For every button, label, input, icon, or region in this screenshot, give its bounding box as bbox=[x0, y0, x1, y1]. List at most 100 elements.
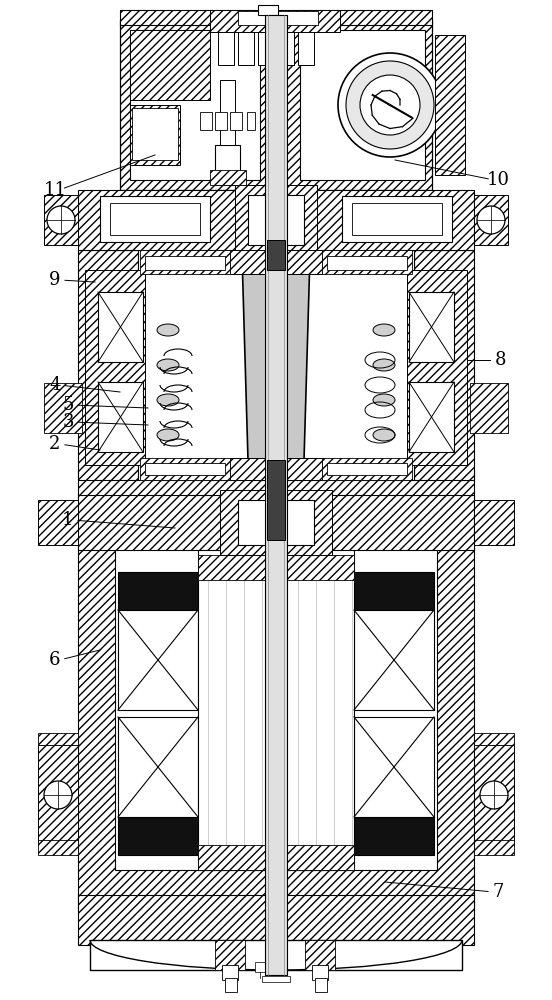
Bar bbox=[312, 965, 328, 980]
Bar bbox=[470, 383, 508, 433]
Bar bbox=[354, 717, 434, 817]
Bar bbox=[132, 108, 178, 160]
Bar bbox=[409, 382, 454, 452]
Bar bbox=[98, 382, 143, 452]
Text: 9: 9 bbox=[49, 271, 61, 289]
Bar bbox=[327, 463, 407, 475]
Bar bbox=[354, 572, 434, 610]
Polygon shape bbox=[242, 255, 310, 460]
Bar bbox=[354, 817, 434, 855]
Bar bbox=[140, 250, 230, 274]
Bar bbox=[145, 463, 225, 475]
Ellipse shape bbox=[157, 324, 179, 336]
Bar bbox=[238, 500, 314, 545]
Bar bbox=[130, 30, 210, 100]
Bar bbox=[247, 112, 255, 130]
Bar bbox=[140, 458, 230, 480]
Bar bbox=[215, 112, 227, 130]
Bar bbox=[230, 458, 322, 480]
Bar bbox=[78, 250, 138, 480]
Bar bbox=[267, 240, 285, 270]
Bar bbox=[215, 940, 245, 970]
Circle shape bbox=[480, 781, 508, 809]
Text: 3: 3 bbox=[62, 413, 74, 431]
Bar bbox=[90, 940, 462, 970]
Ellipse shape bbox=[373, 324, 395, 336]
Bar bbox=[215, 145, 240, 185]
Bar bbox=[474, 733, 514, 745]
Bar bbox=[118, 717, 198, 817]
Bar bbox=[327, 256, 407, 270]
Bar bbox=[130, 105, 180, 165]
Bar bbox=[222, 965, 238, 980]
Bar bbox=[235, 185, 317, 255]
Bar bbox=[265, 15, 287, 975]
Bar bbox=[474, 500, 514, 545]
Ellipse shape bbox=[157, 394, 179, 406]
Text: 8: 8 bbox=[494, 351, 506, 369]
Bar bbox=[44, 383, 82, 433]
Bar bbox=[118, 817, 198, 855]
Bar bbox=[409, 292, 454, 362]
Bar bbox=[78, 895, 474, 945]
Circle shape bbox=[338, 53, 442, 157]
Bar bbox=[267, 460, 285, 540]
Bar bbox=[200, 112, 212, 130]
Bar bbox=[414, 250, 474, 480]
Bar bbox=[130, 30, 260, 180]
Bar bbox=[44, 195, 78, 245]
Bar bbox=[315, 978, 327, 992]
Bar bbox=[210, 10, 340, 32]
Bar bbox=[110, 203, 200, 235]
Ellipse shape bbox=[373, 394, 395, 406]
Bar bbox=[85, 270, 145, 465]
Circle shape bbox=[44, 781, 72, 809]
Bar bbox=[298, 25, 314, 65]
Circle shape bbox=[477, 206, 505, 234]
Bar bbox=[118, 610, 198, 710]
Bar bbox=[115, 510, 437, 870]
Bar bbox=[474, 840, 514, 855]
Bar bbox=[198, 845, 354, 870]
Bar bbox=[78, 190, 474, 250]
Bar bbox=[248, 195, 304, 245]
Circle shape bbox=[346, 61, 434, 149]
Bar bbox=[210, 170, 246, 185]
Bar bbox=[198, 510, 354, 870]
Bar bbox=[322, 458, 412, 480]
Circle shape bbox=[360, 75, 420, 135]
Bar bbox=[238, 25, 254, 65]
Text: 2: 2 bbox=[49, 435, 61, 453]
Text: 10: 10 bbox=[486, 171, 509, 189]
Ellipse shape bbox=[373, 429, 395, 441]
Bar bbox=[225, 978, 237, 992]
Ellipse shape bbox=[373, 359, 395, 371]
Bar bbox=[220, 490, 332, 555]
Text: 11: 11 bbox=[44, 181, 66, 199]
Bar bbox=[220, 80, 235, 145]
Bar bbox=[38, 745, 78, 845]
Bar bbox=[198, 555, 354, 580]
Bar bbox=[352, 203, 442, 235]
Bar bbox=[262, 976, 290, 982]
Bar bbox=[230, 250, 322, 274]
Bar bbox=[354, 610, 434, 710]
Bar bbox=[258, 5, 278, 15]
Bar bbox=[322, 250, 412, 274]
Bar bbox=[238, 11, 318, 25]
Text: 1: 1 bbox=[62, 511, 74, 529]
Bar bbox=[474, 195, 508, 245]
Bar bbox=[278, 25, 294, 65]
Bar bbox=[474, 745, 514, 845]
Bar bbox=[78, 470, 474, 910]
Bar bbox=[435, 35, 465, 175]
Bar bbox=[78, 495, 474, 550]
Bar bbox=[120, 20, 432, 190]
Bar bbox=[100, 196, 210, 242]
Bar bbox=[98, 292, 143, 362]
Text: 4: 4 bbox=[49, 376, 61, 394]
Bar bbox=[38, 500, 78, 545]
Text: 7: 7 bbox=[492, 883, 503, 901]
Bar bbox=[138, 250, 414, 480]
Ellipse shape bbox=[157, 359, 179, 371]
